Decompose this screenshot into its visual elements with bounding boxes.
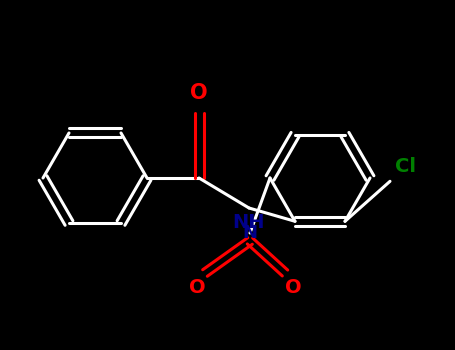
Text: Cl: Cl — [395, 157, 416, 176]
Text: O: O — [189, 278, 205, 297]
Text: O: O — [285, 278, 301, 297]
Text: O: O — [190, 83, 208, 103]
Text: N: N — [243, 224, 258, 242]
Text: NH: NH — [233, 213, 265, 232]
